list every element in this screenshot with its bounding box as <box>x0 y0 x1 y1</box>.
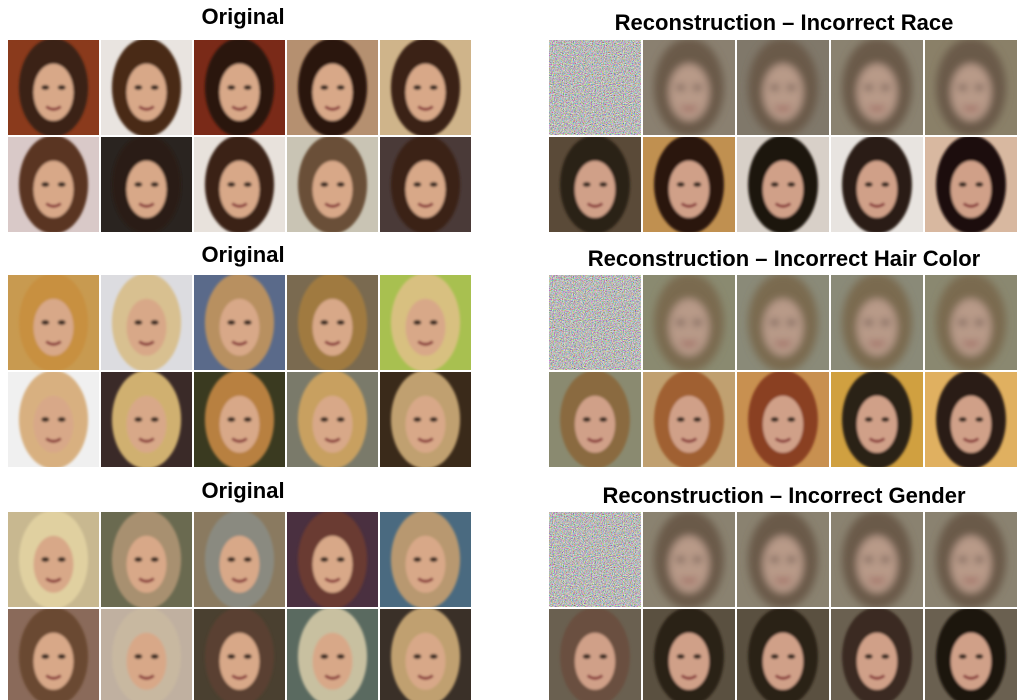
face-image <box>287 137 378 232</box>
face-image <box>737 512 829 607</box>
face-image <box>643 40 735 135</box>
face-image <box>194 275 285 370</box>
face-image <box>925 40 1017 135</box>
noise-image <box>549 40 641 135</box>
face-image <box>194 609 285 700</box>
face-image <box>643 275 735 370</box>
face-image <box>194 512 285 607</box>
image-grid <box>8 40 1017 700</box>
face-image <box>925 275 1017 370</box>
face-image <box>101 137 192 232</box>
face-image <box>194 372 285 467</box>
face-image <box>737 137 829 232</box>
face-image <box>101 609 192 700</box>
face-image <box>194 40 285 135</box>
face-image <box>8 40 99 135</box>
face-image <box>380 137 471 232</box>
face-image <box>643 512 735 607</box>
face-image <box>8 512 99 607</box>
face-image <box>8 609 99 700</box>
face-image <box>380 40 471 135</box>
panel-title: Original <box>201 242 284 267</box>
noise-image <box>549 275 641 370</box>
face-image <box>831 372 923 467</box>
panel-title: Reconstruction – Incorrect Gender <box>602 483 966 508</box>
face-image <box>831 512 923 607</box>
face-image <box>831 137 923 232</box>
face-image <box>737 275 829 370</box>
face-image <box>380 512 471 607</box>
face-image <box>831 275 923 370</box>
face-image <box>925 372 1017 467</box>
face-image <box>925 609 1017 700</box>
face-image <box>643 609 735 700</box>
face-image <box>380 609 471 700</box>
face-image <box>101 372 192 467</box>
face-image <box>380 275 471 370</box>
face-image <box>8 137 99 232</box>
face-image <box>287 40 378 135</box>
face-image <box>925 137 1017 232</box>
panel-title: Reconstruction – Incorrect Race <box>615 10 954 35</box>
face-image <box>8 372 99 467</box>
panel-title: Original <box>201 4 284 29</box>
face-image <box>287 275 378 370</box>
face-image <box>380 372 471 467</box>
face-image <box>549 372 641 467</box>
face-image <box>101 40 192 135</box>
face-image <box>737 372 829 467</box>
panel-title: Reconstruction – Incorrect Hair Color <box>588 246 981 271</box>
face-image <box>194 137 285 232</box>
face-image <box>925 512 1017 607</box>
face-image <box>287 372 378 467</box>
panel-title: Original <box>201 478 284 503</box>
face-image <box>737 609 829 700</box>
face-image <box>643 372 735 467</box>
face-image <box>101 275 192 370</box>
face-image <box>101 512 192 607</box>
face-image <box>8 275 99 370</box>
face-image <box>831 609 923 700</box>
noise-image <box>549 512 641 607</box>
face-image <box>287 609 378 700</box>
face-image <box>831 40 923 135</box>
face-image <box>737 40 829 135</box>
face-image <box>549 137 641 232</box>
face-image <box>287 512 378 607</box>
face-image <box>643 137 735 232</box>
face-image <box>549 609 641 700</box>
